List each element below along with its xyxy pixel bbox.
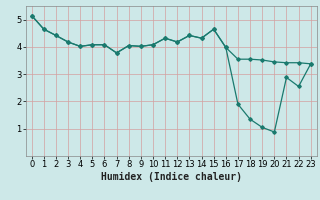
X-axis label: Humidex (Indice chaleur): Humidex (Indice chaleur) <box>101 172 242 182</box>
